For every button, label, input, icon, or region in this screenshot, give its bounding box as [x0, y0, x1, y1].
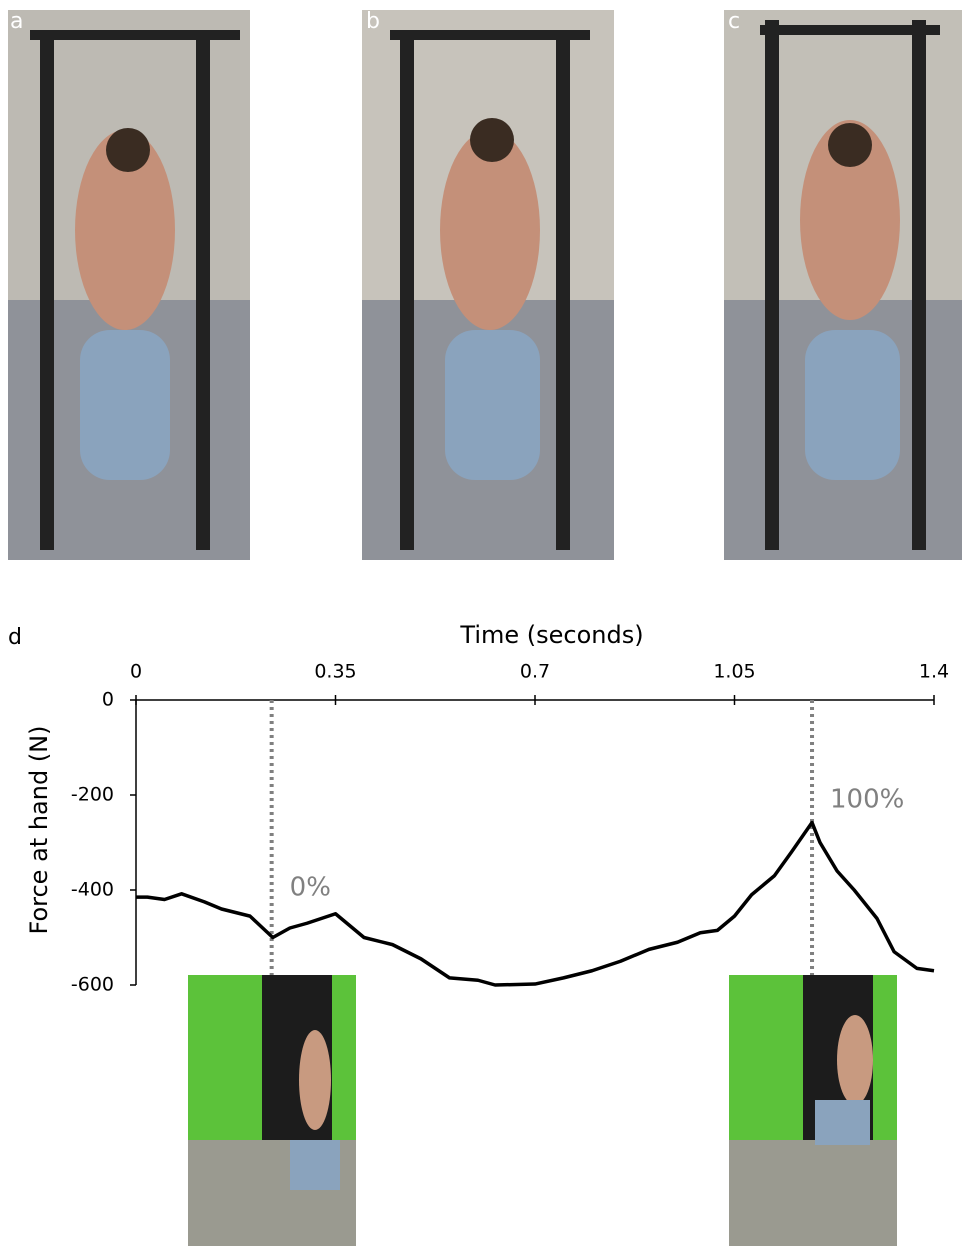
y-tick-label: 0 [102, 689, 114, 711]
data-line [136, 823, 934, 985]
y-tick-label: -600 [71, 974, 114, 996]
y-tick-label: -200 [71, 784, 114, 806]
inset-end [729, 975, 897, 1246]
x-tick-label: 0 [130, 661, 142, 683]
x-tick-label: 0.7 [520, 661, 550, 683]
photo-c [724, 10, 962, 560]
panel-label: c [728, 9, 740, 34]
y-tick-label: -400 [71, 879, 114, 901]
y-axis-title: Force at hand (N) [25, 726, 53, 935]
x-axis-title: Time (seconds) [459, 621, 643, 649]
figure: a b c d Time (seconds) Force at hand (N)… [0, 0, 962, 1246]
x-tick-label: 1.05 [713, 661, 755, 683]
panel-label: b [366, 9, 380, 34]
photo-b [362, 10, 614, 560]
panel-label: d [8, 625, 22, 650]
panel-label: a [10, 9, 23, 34]
x-tick-label: 1.4 [919, 661, 949, 683]
x-tick-label: 0.35 [314, 661, 356, 683]
inset-start [188, 975, 356, 1246]
marker-label: 100% [830, 785, 904, 815]
photo-a [8, 10, 250, 560]
marker-label: 0% [290, 873, 331, 903]
